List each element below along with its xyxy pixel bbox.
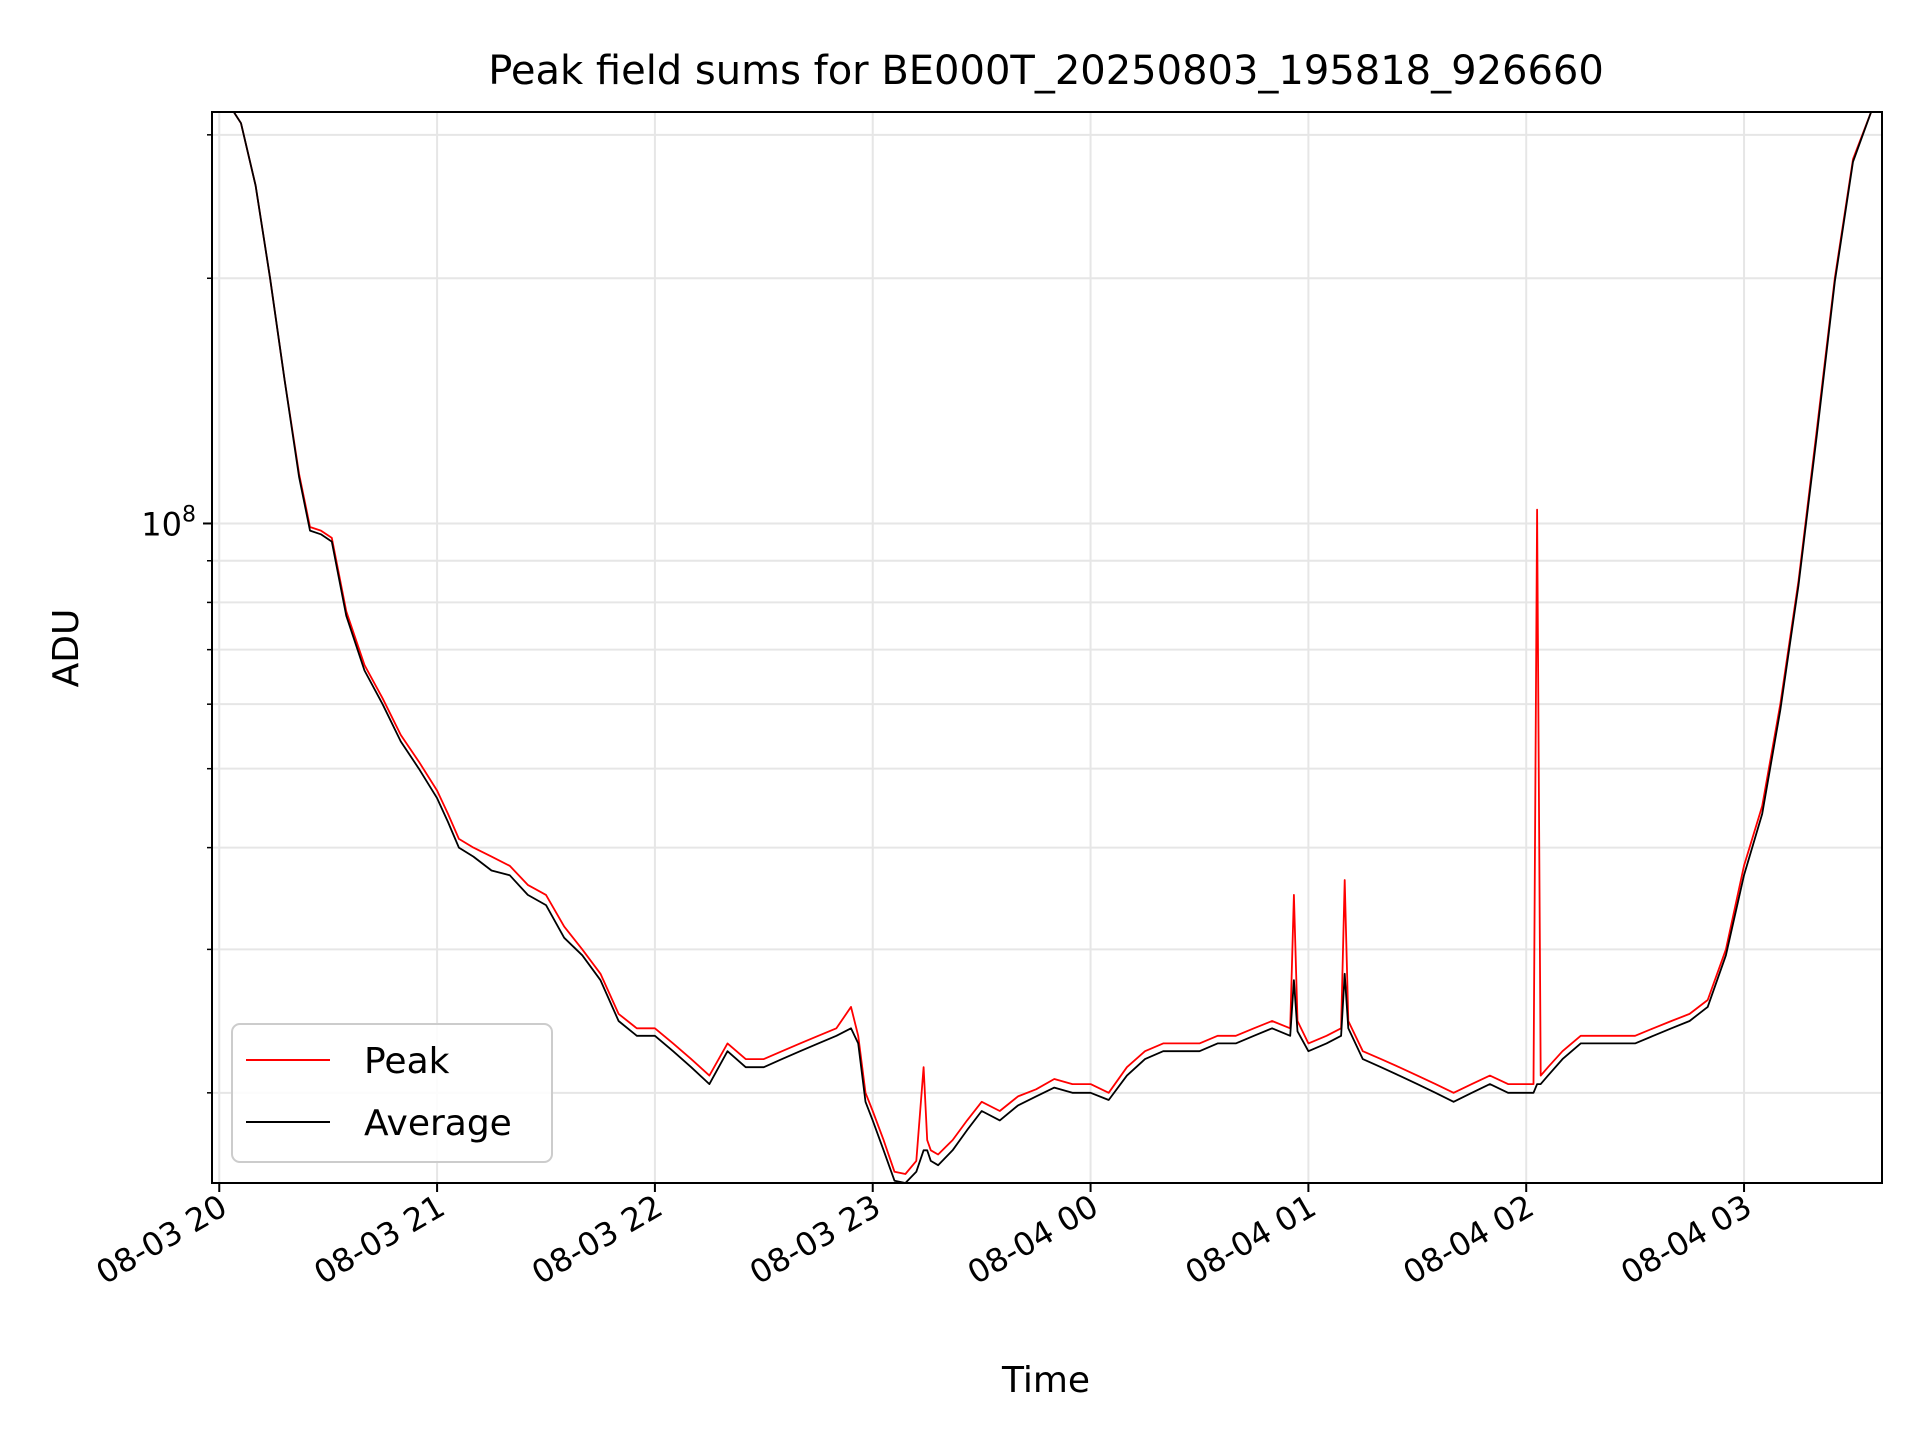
- series-line-average: [212, 112, 1882, 1183]
- y-axis: 108: [141, 134, 212, 1094]
- legend: Peak Average: [231, 1023, 553, 1163]
- legend-label-peak: Peak: [364, 1041, 450, 1082]
- series-line-peak: [212, 112, 1882, 1175]
- legend-box: [231, 1023, 553, 1163]
- y-axis-label: ADU: [46, 609, 87, 688]
- legend-label-average: Average: [364, 1103, 512, 1144]
- plot-frame: [211, 111, 1883, 1184]
- x-axis-label: Time: [1001, 1360, 1090, 1401]
- plot-lines: [212, 112, 1882, 1183]
- y-tick-label: 108: [141, 502, 196, 543]
- grid: [212, 112, 1882, 1183]
- chart-title: Peak field sums for BE000T_20250803_1958…: [488, 48, 1604, 94]
